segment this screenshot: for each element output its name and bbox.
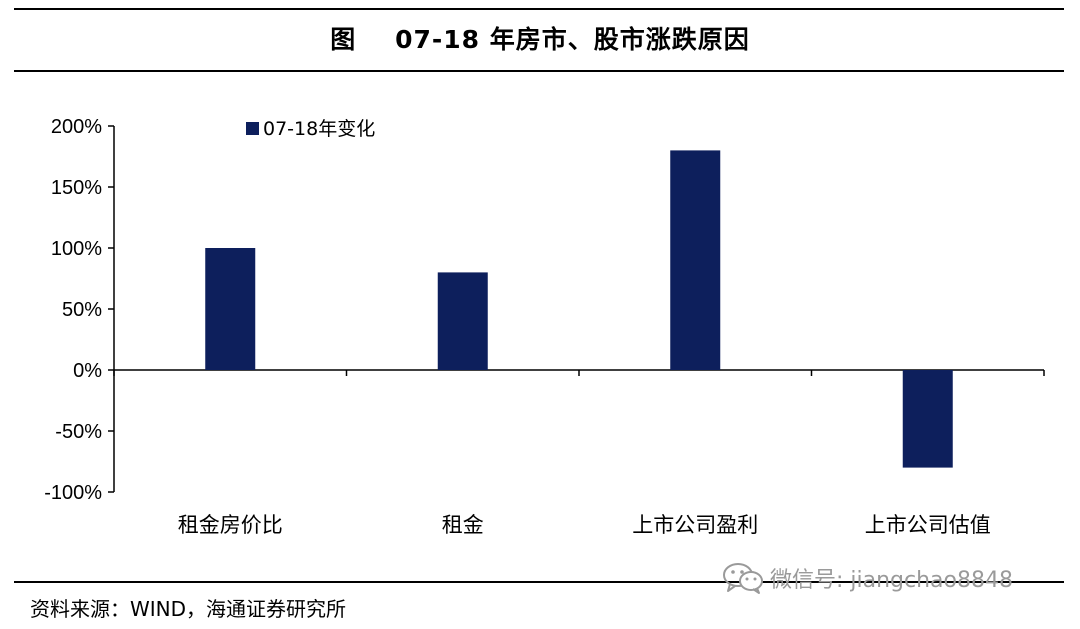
source-note: 资料来源：WIND，海通证券研究所: [30, 597, 347, 621]
legend-label: 07-18年变化: [263, 118, 375, 140]
bar-series: [205, 150, 953, 468]
legend-swatch: [246, 122, 259, 135]
y-tick-label: 100%: [51, 238, 102, 260]
bar: [670, 150, 721, 370]
y-axis: 200% 150% 100% 50% 0% -50% -100%: [44, 116, 115, 504]
y-tick-label: 150%: [51, 177, 102, 199]
x-category-label: 租金: [442, 513, 484, 537]
source-rule: [14, 581, 1064, 583]
watermark: 微信号: jiangchao8848: [722, 561, 1013, 595]
y-tick-label: 50%: [62, 299, 102, 321]
x-category-label: 上市公司盈利: [632, 513, 758, 537]
legend: 07-18年变化: [246, 118, 375, 140]
wechat-icon: [723, 563, 763, 594]
figure-title: 图 07-18 年房市、股市涨跌原因: [330, 25, 750, 54]
watermark-text: 微信号: jiangchao8848: [770, 568, 1013, 593]
bar-chart: 200% 150% 100% 50% 0% -50% -100% 租金房价比 租金 上市公司盈利…: [44, 116, 1045, 537]
bar: [205, 248, 256, 370]
title-rule-bottom: [14, 70, 1064, 72]
x-category-label: 租金房价比: [178, 513, 283, 537]
x-category-label: 上市公司估值: [865, 513, 991, 537]
bar: [437, 272, 488, 370]
y-tick-label: -50%: [55, 421, 102, 443]
bar: [902, 370, 953, 468]
y-tick-label: -100%: [44, 482, 102, 504]
y-tick-label: 0%: [73, 360, 102, 382]
x-axis: 租金房价比 租金 上市公司盈利 上市公司估值: [113, 369, 1045, 537]
title-rule-top: [14, 8, 1064, 10]
y-tick-label: 200%: [51, 116, 102, 138]
